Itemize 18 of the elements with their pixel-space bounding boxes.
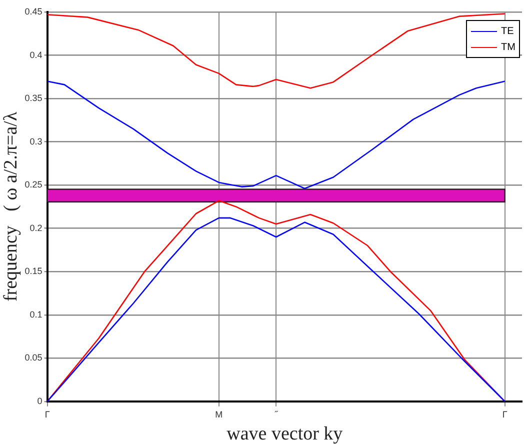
x-tick-label: Γ: [502, 409, 508, 420]
y-tick-label: 0.45: [24, 6, 42, 16]
y-tick-label: 0.15: [24, 266, 42, 276]
legend-label: TM: [501, 42, 516, 52]
y-tick-label: 0.3: [30, 136, 42, 146]
y-tick-label: 0.1: [30, 309, 42, 320]
y-axis-title: frequency ( ω a/2.π=a/λ: [0, 111, 22, 302]
y-tick-label: 0.4: [30, 50, 42, 60]
y-tick-label: 0.2: [30, 222, 42, 233]
x-tick-label: Γ: [44, 409, 50, 420]
y-tick-label: 0.35: [24, 93, 42, 104]
legend-label: TE: [501, 26, 514, 36]
y-tick-label: 0.05: [24, 352, 42, 363]
x-axis-title: wave vector ky: [226, 424, 344, 445]
x-tick-label: M: [215, 409, 223, 420]
y-tick-label: 0: [37, 396, 42, 406]
x-tick-label: ˝: [274, 409, 279, 420]
y-tick-label: 0.25: [24, 180, 42, 190]
